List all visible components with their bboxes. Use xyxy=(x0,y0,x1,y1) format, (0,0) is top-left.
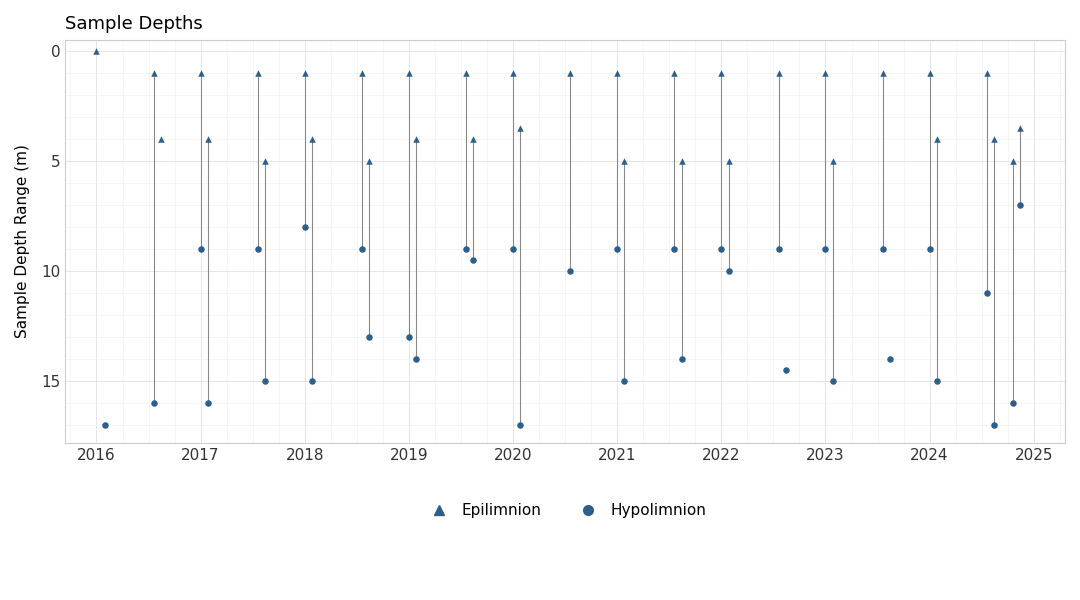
Point xyxy=(816,244,834,254)
Point xyxy=(921,244,939,254)
Point xyxy=(257,377,274,386)
Point xyxy=(353,68,370,78)
Point xyxy=(458,68,475,78)
Point xyxy=(249,244,267,254)
Point xyxy=(464,256,482,265)
Point xyxy=(353,244,370,254)
Point xyxy=(361,157,378,166)
Point xyxy=(874,68,891,78)
Point xyxy=(673,157,690,166)
Point xyxy=(401,68,418,78)
Point xyxy=(1004,398,1022,408)
Y-axis label: Sample Depth Range (m): Sample Depth Range (m) xyxy=(15,145,30,338)
Point xyxy=(303,134,321,144)
Point xyxy=(458,244,475,254)
Point xyxy=(249,68,267,78)
Point xyxy=(303,377,321,386)
Point xyxy=(199,398,216,408)
Point xyxy=(816,68,834,78)
Point xyxy=(192,68,210,78)
Point xyxy=(152,134,170,144)
Point xyxy=(824,377,841,386)
Point xyxy=(512,124,529,133)
Point xyxy=(720,157,738,166)
Point xyxy=(407,355,424,364)
Point xyxy=(929,377,946,386)
Point xyxy=(616,157,633,166)
Point xyxy=(192,244,210,254)
Point xyxy=(874,244,891,254)
Point xyxy=(145,398,162,408)
Point xyxy=(713,244,730,254)
Point xyxy=(562,266,579,276)
Text: Sample Depths: Sample Depths xyxy=(65,15,203,33)
Point xyxy=(96,421,113,430)
Point xyxy=(824,157,841,166)
Point xyxy=(257,157,274,166)
Point xyxy=(145,68,162,78)
Point xyxy=(770,244,787,254)
Point xyxy=(770,68,787,78)
Point xyxy=(401,332,418,342)
Point xyxy=(986,134,1003,144)
Point xyxy=(713,68,730,78)
Point xyxy=(978,289,996,298)
Point xyxy=(407,134,424,144)
Point xyxy=(512,421,529,430)
Point xyxy=(778,365,795,375)
Point xyxy=(87,46,105,56)
Point xyxy=(296,68,313,78)
Point xyxy=(666,244,684,254)
Point xyxy=(562,68,579,78)
Point xyxy=(881,355,899,364)
Point xyxy=(720,266,738,276)
Point xyxy=(929,134,946,144)
Point xyxy=(608,68,625,78)
Legend: Epilimnion, Hypolimnion: Epilimnion, Hypolimnion xyxy=(418,497,713,524)
Point xyxy=(1012,200,1029,210)
Point xyxy=(199,134,216,144)
Point xyxy=(673,355,690,364)
Point xyxy=(296,223,313,232)
Point xyxy=(666,68,684,78)
Point xyxy=(608,244,625,254)
Point xyxy=(504,68,522,78)
Point xyxy=(616,377,633,386)
Point xyxy=(504,244,522,254)
Point xyxy=(1012,124,1029,133)
Point xyxy=(361,332,378,342)
Point xyxy=(986,421,1003,430)
Point xyxy=(921,68,939,78)
Point xyxy=(464,134,482,144)
Point xyxy=(1004,157,1022,166)
Point xyxy=(978,68,996,78)
